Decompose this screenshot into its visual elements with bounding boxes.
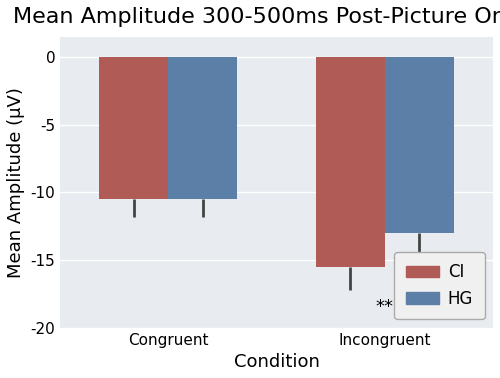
Bar bbox=[385, 57, 454, 233]
Bar bbox=[100, 57, 168, 199]
Bar bbox=[316, 57, 385, 267]
Text: **: ** bbox=[376, 298, 394, 316]
Title: Mean Amplitude 300-500ms Post-Picture Onset: Mean Amplitude 300-500ms Post-Picture On… bbox=[13, 7, 500, 27]
Legend: CI, HG: CI, HG bbox=[394, 252, 484, 319]
Bar bbox=[168, 57, 237, 199]
X-axis label: Condition: Condition bbox=[234, 353, 320, 371]
Y-axis label: Mean Amplitude (μV): Mean Amplitude (μV) bbox=[7, 87, 25, 278]
